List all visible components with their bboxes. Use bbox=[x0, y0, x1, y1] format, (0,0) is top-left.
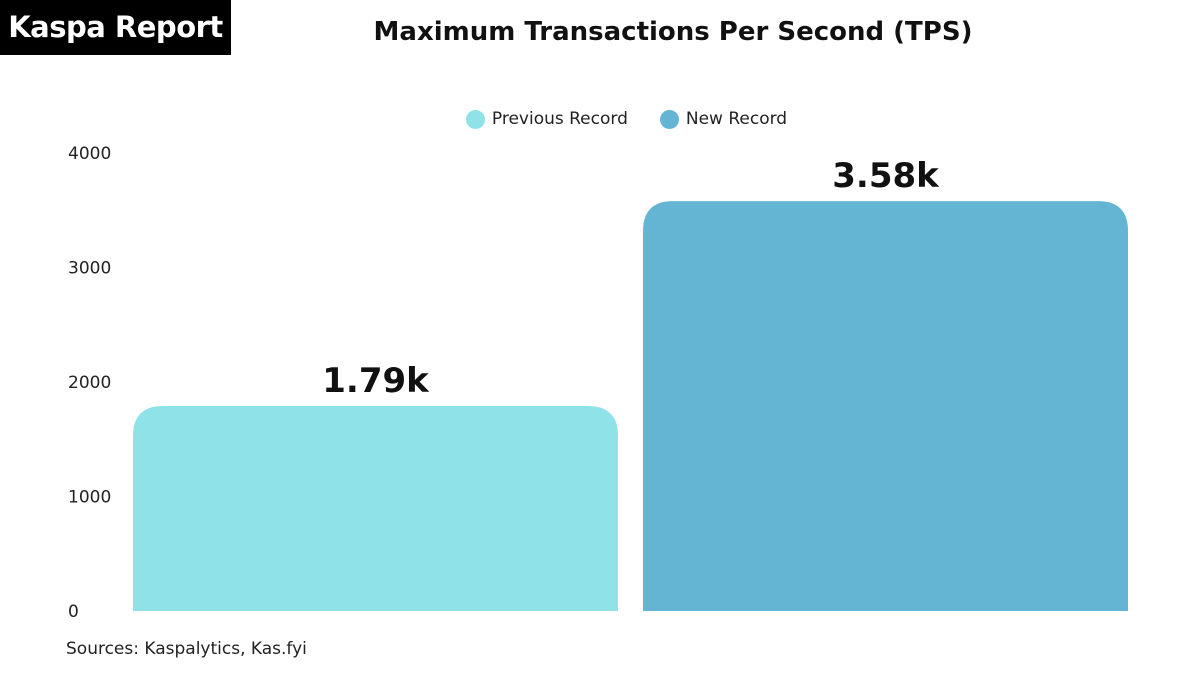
chart-legend: Previous Record New Record bbox=[0, 104, 1200, 134]
data-label-previous-record: 1.79k bbox=[322, 361, 430, 401]
sources-note: Sources: Kaspalytics, Kas.fyi bbox=[66, 639, 307, 659]
bar-new-record bbox=[643, 201, 1128, 611]
legend-label-previous-record: Previous Record bbox=[491, 109, 628, 129]
chart-title: Maximum Transactions Per Second (TPS) bbox=[373, 17, 973, 47]
legend-swatch-previous-record bbox=[465, 109, 485, 129]
y-tick-label-2: 2000 bbox=[68, 373, 111, 393]
legend-swatch-new-record bbox=[659, 109, 679, 129]
y-tick-label-3: 3000 bbox=[68, 259, 111, 279]
legend-label-new-record: New Record bbox=[685, 109, 788, 129]
legend-item-new-record: New Record bbox=[659, 109, 788, 129]
data-label-new-record: 3.58k bbox=[832, 156, 940, 196]
y-tick-label-0: 0 bbox=[68, 602, 79, 622]
y-tick-label-1: 1000 bbox=[68, 488, 111, 508]
bar-previous-record bbox=[133, 406, 618, 611]
legend-item-previous-record: Previous Record bbox=[465, 109, 628, 129]
y-tick-label-4: 4000 bbox=[68, 144, 111, 164]
brand-logo: Kaspa Report bbox=[0, 0, 231, 55]
